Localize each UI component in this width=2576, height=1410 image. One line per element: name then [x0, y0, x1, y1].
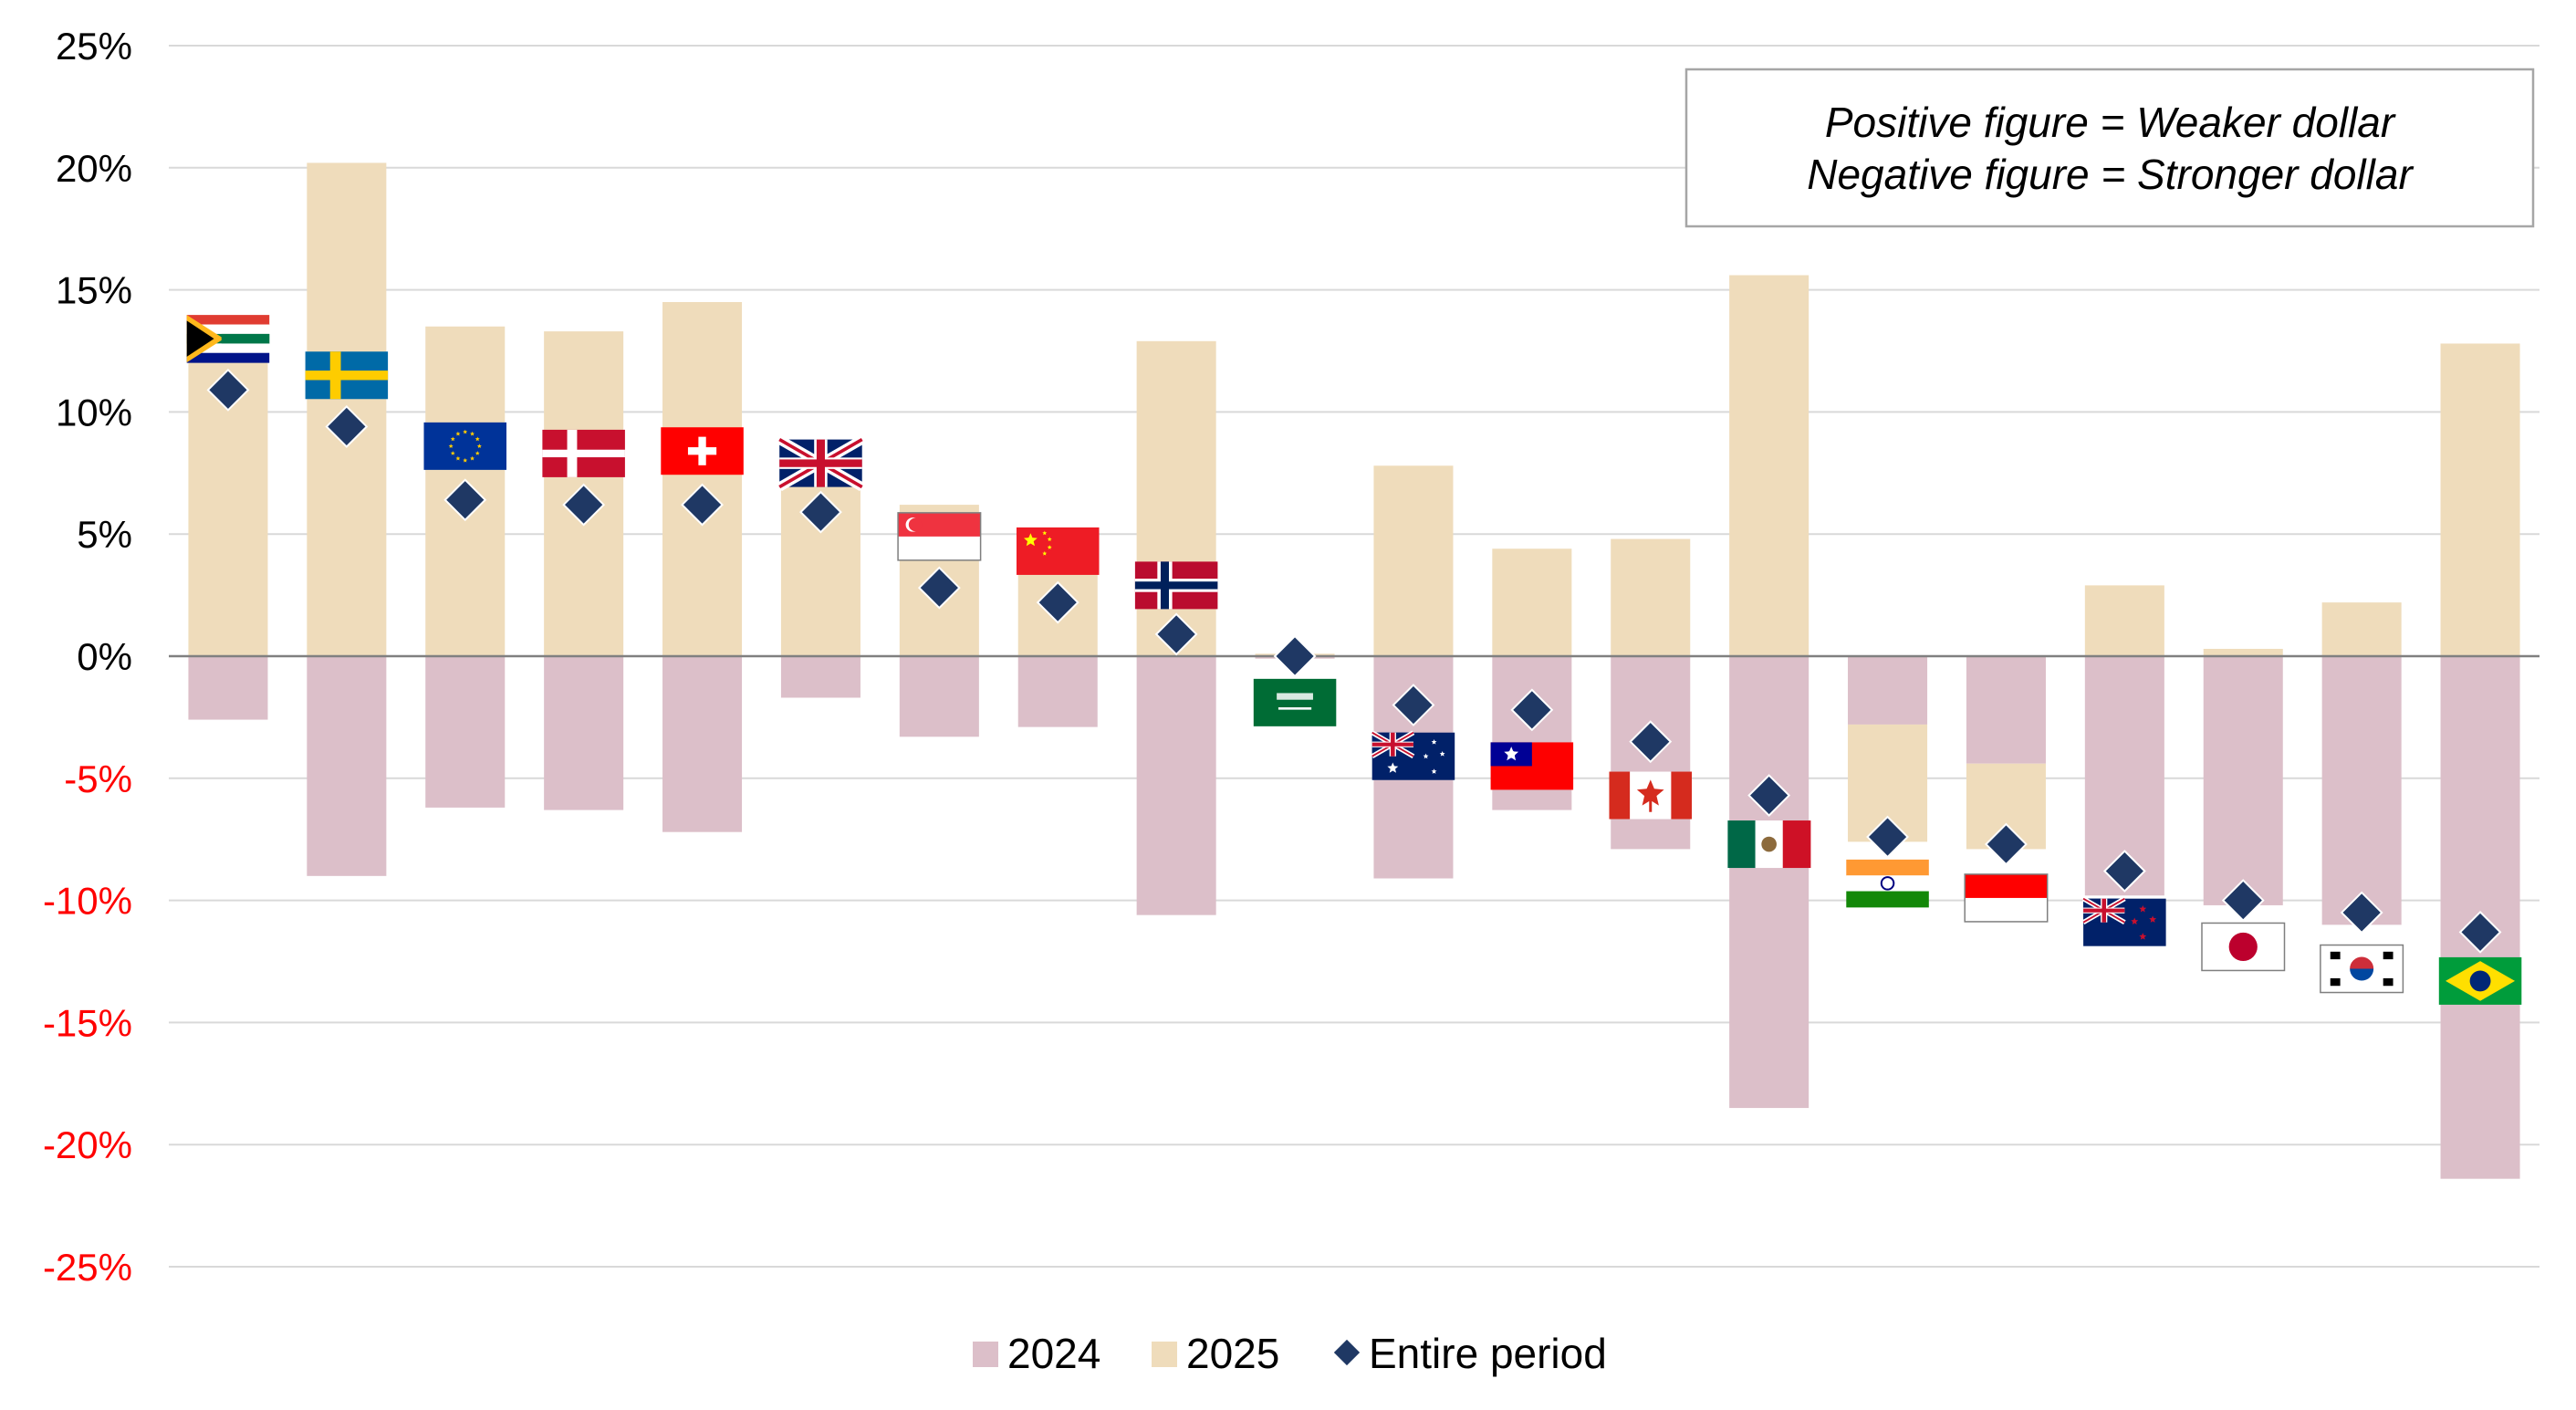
- flag-switzerland: [661, 427, 744, 475]
- bar-2024-eur: [425, 656, 506, 808]
- annotation-line-2: Negative figure = Stronger dollar: [1807, 151, 2414, 198]
- legend-swatch-2025: [1152, 1342, 1177, 1367]
- marker-entire-period-nok: [1154, 612, 1198, 656]
- flag-new-zealand: [2081, 896, 2166, 946]
- bar-2024-jpy: [2203, 656, 2283, 905]
- bar-2024-sek: [307, 656, 387, 876]
- annotation-box: Positive figure = Weaker dollar Negative…: [1684, 68, 2535, 228]
- y-tick-label: -10%: [43, 880, 132, 923]
- y-tick-label: 20%: [56, 147, 132, 190]
- bar-2024-dkk: [544, 656, 624, 810]
- marker-entire-period-mxn: [1747, 774, 1791, 817]
- flag-sweden: [305, 351, 389, 400]
- y-tick-label: -5%: [64, 757, 132, 800]
- flag-taiwan: [1490, 742, 1574, 790]
- flag-uk: [777, 435, 865, 492]
- flag-south-korea: [2320, 944, 2404, 994]
- marker-entire-period-aud: [1392, 684, 1435, 726]
- flag-norway: [1134, 561, 1218, 610]
- y-tick-label: -15%: [43, 1001, 132, 1044]
- marker-entire-period-eur: [443, 478, 487, 522]
- bars: [188, 162, 2520, 1179]
- flag-brazil: [2438, 956, 2522, 1005]
- y-tick-label: 0%: [77, 635, 132, 678]
- bar-2025-aud: [1373, 465, 1454, 656]
- flag-eu: [423, 422, 507, 470]
- legend-label-entire-period: Entire period: [1369, 1330, 1607, 1377]
- marker-entire-period-brl: [2458, 910, 2502, 954]
- marker-entire-period-nzd: [2102, 850, 2146, 893]
- marker-entire-period-chf: [681, 483, 724, 527]
- y-tick-label: 5%: [77, 513, 132, 556]
- marker-entire-period-sar: [1273, 634, 1317, 678]
- legend: 2024 2025 Entire period: [973, 1330, 1607, 1377]
- flag-canada: [1609, 771, 1693, 820]
- bar-2024-inr: [1848, 656, 1928, 725]
- flag-india: [1846, 859, 1929, 908]
- bar-2024-mxn: [1729, 656, 1809, 1109]
- marker-entire-period-twd: [1510, 688, 1554, 732]
- bar-2024-krw: [2321, 656, 2402, 925]
- bar-2025-krw: [2321, 602, 2402, 656]
- bar-2024-idr: [1966, 656, 2046, 764]
- flag-saudi-arabia: [1253, 678, 1337, 726]
- y-tick-label: 15%: [56, 269, 132, 312]
- marker-entire-period-cny: [1036, 580, 1079, 624]
- marker-entire-period-gbp: [799, 490, 842, 534]
- y-tick-label: 25%: [56, 25, 132, 68]
- flag-china: [1016, 527, 1100, 575]
- marker-entire-period-zar: [206, 368, 250, 412]
- marker-entire-period-inr: [1866, 815, 1909, 859]
- marker-entire-period-cad: [1629, 720, 1673, 764]
- legend-marker-entire-period: [1333, 1339, 1361, 1366]
- bar-2025-cad: [1611, 538, 1691, 656]
- bar-2025-nzd: [2084, 585, 2164, 656]
- marker-entire-period-sek: [325, 405, 369, 448]
- bar-2024-gbp: [780, 656, 860, 698]
- bar-2025-jpy: [2203, 648, 2283, 656]
- y-axis: 25% 20% 15% 10% 5% 0% -5% -10% -15% -20% -25%: [43, 25, 132, 1289]
- bar-2024-sgd: [899, 656, 979, 737]
- marker-entire-period-jpy: [2221, 879, 2265, 923]
- flag-denmark: [542, 429, 625, 477]
- y-tick-label: -25%: [43, 1246, 132, 1289]
- legend-label-2025: 2025: [1186, 1330, 1279, 1377]
- flag-australia: [1371, 730, 1455, 780]
- legend-label-2024: 2024: [1007, 1330, 1100, 1377]
- marker-entire-period-krw: [2340, 891, 2383, 935]
- flag-south-africa: [186, 315, 270, 363]
- bar-2024-nok: [1136, 656, 1216, 915]
- flag-japan: [2201, 922, 2286, 972]
- bar-2025-brl: [2440, 343, 2520, 656]
- entire-period-markers: [206, 368, 2502, 954]
- flag-mexico: [1727, 820, 1811, 869]
- marker-entire-period-sgd: [917, 566, 961, 610]
- bar-2024-cny: [1017, 656, 1098, 727]
- flag-indonesia: [1964, 873, 2049, 923]
- marker-entire-period-dkk: [562, 483, 606, 527]
- bar-2025-twd: [1492, 548, 1572, 656]
- bar-2024-chf: [662, 656, 743, 832]
- legend-swatch-2024: [973, 1342, 998, 1367]
- y-tick-label: -20%: [43, 1123, 132, 1166]
- flag-singapore: [897, 512, 982, 561]
- bar-2024-zar: [188, 656, 268, 720]
- y-tick-label: 10%: [56, 391, 132, 433]
- marker-entire-period-idr: [1985, 822, 2028, 866]
- bar-2025-mxn: [1729, 275, 1809, 656]
- flags: [186, 315, 2522, 1005]
- annotation-line-1: Positive figure = Weaker dollar: [1825, 99, 2396, 146]
- bar-2025-chf: [662, 301, 743, 656]
